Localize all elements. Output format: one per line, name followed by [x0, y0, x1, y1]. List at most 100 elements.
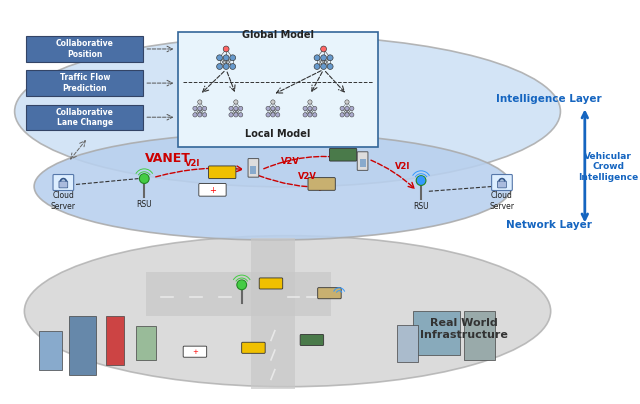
- FancyBboxPatch shape: [330, 148, 356, 161]
- Text: Cloud
Server: Cloud Server: [51, 191, 76, 211]
- FancyBboxPatch shape: [300, 335, 324, 345]
- Circle shape: [198, 106, 202, 111]
- Circle shape: [321, 46, 326, 52]
- FancyBboxPatch shape: [26, 105, 143, 130]
- FancyBboxPatch shape: [183, 346, 207, 357]
- Circle shape: [193, 113, 197, 117]
- Circle shape: [234, 113, 238, 117]
- Text: RSU: RSU: [413, 202, 429, 211]
- FancyBboxPatch shape: [26, 36, 143, 62]
- Circle shape: [349, 113, 354, 117]
- Circle shape: [198, 113, 202, 117]
- Circle shape: [202, 113, 207, 117]
- Text: +: +: [192, 349, 198, 355]
- Text: Intelligence Layer: Intelligence Layer: [496, 94, 602, 104]
- Circle shape: [230, 55, 236, 61]
- FancyBboxPatch shape: [242, 342, 265, 354]
- Text: V2V: V2V: [281, 157, 300, 166]
- FancyBboxPatch shape: [179, 32, 378, 147]
- Circle shape: [266, 113, 270, 117]
- Circle shape: [314, 63, 320, 69]
- Circle shape: [345, 113, 349, 117]
- Circle shape: [271, 106, 275, 111]
- Circle shape: [216, 63, 223, 69]
- Circle shape: [229, 106, 233, 111]
- Text: V2I: V2I: [186, 160, 201, 168]
- Text: Local Model: Local Model: [245, 129, 310, 139]
- FancyBboxPatch shape: [357, 152, 368, 170]
- Circle shape: [216, 55, 223, 61]
- Circle shape: [312, 113, 317, 117]
- Circle shape: [276, 113, 280, 117]
- Text: Collaborative
Lane Change: Collaborative Lane Change: [56, 107, 114, 127]
- Bar: [69, 316, 97, 375]
- Circle shape: [202, 106, 207, 111]
- Text: V2V: V2V: [298, 172, 316, 181]
- Ellipse shape: [34, 133, 512, 240]
- Text: VANET: VANET: [145, 152, 191, 165]
- Text: Global Model: Global Model: [242, 30, 314, 40]
- Circle shape: [276, 106, 280, 111]
- FancyBboxPatch shape: [492, 175, 512, 191]
- Text: +: +: [209, 186, 216, 195]
- FancyBboxPatch shape: [209, 166, 236, 179]
- Text: Traffic Flow
Prediction: Traffic Flow Prediction: [60, 74, 110, 93]
- Bar: [397, 325, 418, 362]
- FancyBboxPatch shape: [199, 183, 226, 196]
- FancyBboxPatch shape: [248, 159, 259, 177]
- Circle shape: [198, 100, 202, 104]
- Circle shape: [345, 100, 349, 104]
- FancyBboxPatch shape: [317, 288, 341, 299]
- Circle shape: [303, 113, 307, 117]
- Circle shape: [193, 106, 197, 111]
- Circle shape: [239, 113, 243, 117]
- Circle shape: [234, 106, 238, 111]
- Bar: [106, 316, 124, 365]
- Circle shape: [271, 113, 275, 117]
- Text: Vehicular
Crowd
Intelligence: Vehicular Crowd Intelligence: [578, 152, 638, 182]
- Bar: [252, 238, 295, 389]
- Text: Network Layer: Network Layer: [506, 221, 592, 230]
- Circle shape: [223, 63, 229, 69]
- Text: Collaborative
Position: Collaborative Position: [56, 39, 114, 59]
- FancyBboxPatch shape: [250, 166, 257, 174]
- Circle shape: [340, 106, 344, 111]
- Circle shape: [327, 55, 333, 61]
- Circle shape: [230, 63, 236, 69]
- Circle shape: [223, 46, 229, 52]
- Circle shape: [303, 106, 307, 111]
- FancyBboxPatch shape: [259, 278, 283, 289]
- Text: RSU: RSU: [136, 200, 152, 209]
- Circle shape: [308, 113, 312, 117]
- Circle shape: [234, 100, 238, 104]
- Circle shape: [239, 106, 243, 111]
- Circle shape: [266, 106, 270, 111]
- Circle shape: [314, 55, 320, 61]
- Circle shape: [321, 63, 326, 69]
- Circle shape: [349, 106, 354, 111]
- FancyBboxPatch shape: [26, 70, 143, 96]
- Circle shape: [140, 174, 149, 183]
- Circle shape: [327, 63, 333, 69]
- Circle shape: [237, 280, 246, 290]
- Text: Cloud
Server: Cloud Server: [490, 191, 515, 211]
- Bar: [136, 326, 156, 360]
- FancyBboxPatch shape: [360, 159, 365, 167]
- FancyBboxPatch shape: [53, 175, 74, 191]
- Bar: [413, 311, 460, 355]
- Ellipse shape: [15, 36, 561, 187]
- Text: V2I: V2I: [395, 162, 410, 171]
- Ellipse shape: [24, 236, 550, 387]
- Circle shape: [312, 106, 317, 111]
- Circle shape: [345, 106, 349, 111]
- Circle shape: [340, 113, 344, 117]
- FancyBboxPatch shape: [308, 178, 335, 190]
- FancyBboxPatch shape: [59, 181, 68, 188]
- Circle shape: [416, 176, 426, 185]
- Bar: [39, 330, 62, 370]
- Circle shape: [321, 55, 326, 61]
- Bar: [464, 311, 495, 360]
- Bar: [146, 272, 332, 316]
- Circle shape: [229, 113, 233, 117]
- FancyBboxPatch shape: [497, 181, 506, 188]
